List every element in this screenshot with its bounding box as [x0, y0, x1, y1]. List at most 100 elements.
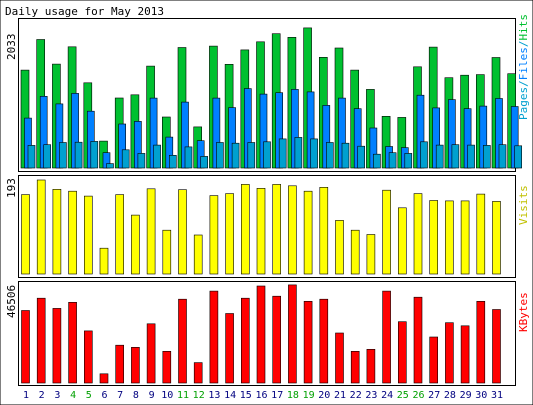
visits-bar: [68, 190, 77, 275]
kbytes-bar: [445, 322, 454, 384]
x-tick-label: 11: [177, 390, 189, 401]
visits-bar: [492, 201, 501, 275]
visits-bar: [115, 194, 124, 275]
x-axis-labels: 1 2 3 4 5 6 7 8 9 10 11 12 13 14 15 16 17 18 19 20 21 22 23 24 2…: [23, 390, 503, 401]
pages-bar: [388, 152, 397, 169]
pages-bar: [247, 142, 256, 169]
x-tick-label: 22: [350, 390, 362, 401]
kbytes-bar: [84, 330, 93, 384]
pages-bar: [325, 142, 334, 169]
x-tick-label: 21: [334, 390, 346, 401]
pages-bar: [404, 153, 413, 169]
pages-bar: [514, 145, 523, 169]
visits-bar: [476, 193, 486, 275]
visits-bar: [21, 194, 30, 275]
kbytes-legend: KBytes: [517, 292, 530, 332]
visits-bar: [225, 193, 234, 275]
visits-bar: [209, 195, 219, 275]
kbytes-bar: [36, 297, 46, 384]
visits-bar: [288, 185, 297, 275]
pages-bar: [310, 138, 318, 169]
x-tick-label: 19: [303, 390, 315, 401]
kbytes-bar: [178, 298, 187, 384]
visits-bar: [52, 189, 62, 275]
visits-bar: [460, 200, 470, 275]
visits-bar: [193, 234, 203, 275]
chart-title: Daily usage for May 2013: [5, 5, 164, 18]
x-tick-label: 18: [287, 390, 299, 401]
pages-bar: [263, 141, 271, 169]
x-tick-label: 27: [428, 390, 440, 401]
x-tick-label: 30: [475, 390, 487, 401]
x-tick-label: 26: [412, 390, 424, 401]
pages-bar: [74, 141, 83, 169]
visits-bar: [36, 179, 46, 275]
x-tick-label: 17: [271, 390, 283, 401]
bars-layer: [20, 27, 523, 384]
visits-bar: [303, 190, 313, 275]
visits-bar: [99, 247, 109, 275]
visits-bar: [397, 207, 407, 275]
visits-bar: [382, 189, 391, 275]
kbytes-bar: [115, 344, 124, 384]
kbytes-bar: [225, 313, 234, 384]
x-tick-label: 29: [460, 390, 472, 401]
pages-bar: [373, 153, 381, 169]
x-tick-label: 24: [381, 390, 393, 401]
pages-bar: [341, 142, 350, 169]
visits-bar: [335, 220, 344, 275]
pages-bar: [278, 138, 287, 169]
kbytes-bar: [68, 301, 77, 384]
kbytes-bar: [303, 300, 313, 384]
x-tick-label: 20: [318, 390, 330, 401]
pages-bar: [169, 155, 177, 169]
kbytes-bar: [52, 308, 62, 384]
kbytes-bar: [382, 290, 391, 384]
panel-frames: [18, 18, 516, 386]
pages-bar: [467, 144, 475, 169]
pages-bar: [357, 145, 366, 169]
visits-bar: [319, 187, 329, 275]
pages-bar: [200, 156, 208, 169]
x-tick-label: 1: [23, 390, 29, 401]
kbytes-bar: [492, 309, 501, 384]
x-tick-label: 3: [54, 390, 60, 401]
visits-bar: [366, 234, 376, 275]
kbytes-bar: [272, 295, 282, 384]
kbytes-bar: [413, 296, 423, 384]
pages-bar: [231, 142, 240, 169]
kbytes-bar: [209, 290, 219, 384]
visits-bar: [178, 189, 187, 275]
visits-ymax-label: 193: [5, 178, 18, 198]
kbytes-bar: [460, 325, 470, 384]
pages-bar: [435, 144, 444, 169]
kbytes-bar: [366, 348, 376, 384]
visits-bar: [84, 195, 93, 275]
kbytes-bar: [319, 298, 329, 384]
visits-legend: Visits: [517, 185, 530, 225]
kbytes-bar: [335, 332, 344, 384]
visits-bar: [350, 229, 360, 275]
pages-bar: [121, 149, 130, 169]
kbytes-bar: [131, 346, 140, 384]
pages-bar: [153, 144, 161, 169]
visits-bar: [256, 188, 266, 275]
visits-bar: [162, 229, 172, 275]
x-tick-label: 6: [101, 390, 107, 401]
kbytes-bar: [99, 373, 109, 384]
x-tick-label: 13: [208, 390, 220, 401]
visits-bar: [429, 200, 439, 275]
x-tick-label: 25: [397, 390, 409, 401]
visits-bar: [413, 193, 423, 275]
kbytes-bar: [146, 323, 156, 384]
x-tick-label: 14: [224, 390, 236, 401]
pages-bar: [451, 144, 460, 169]
x-tick-label: 5: [86, 390, 92, 401]
x-tick-label: 23: [365, 390, 377, 401]
visits-bar: [272, 184, 282, 275]
pages-bar: [184, 146, 193, 169]
visits-bar: [445, 200, 454, 275]
kbytes-bar: [241, 297, 250, 384]
x-tick-label: 7: [117, 390, 123, 401]
